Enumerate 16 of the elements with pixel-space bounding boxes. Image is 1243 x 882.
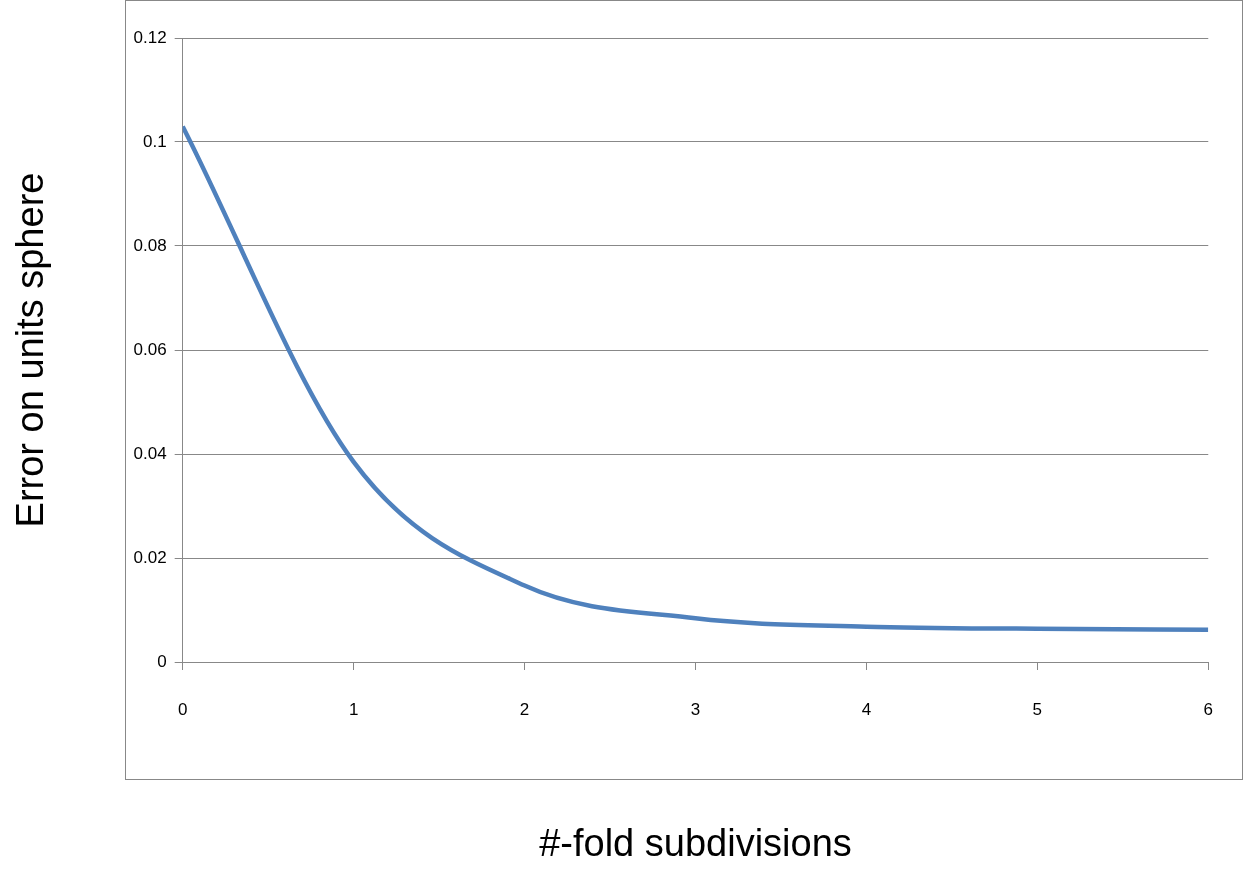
x-axis-title: #-fold subdivisions [539,821,852,864]
x-tick-label: 3 [690,699,701,719]
x-tick-label: 4 [861,699,872,719]
y-tick-label: 0.08 [133,235,167,255]
x-tick-label: 0 [177,699,188,719]
x-tick-label: 6 [1203,699,1214,719]
y-tick-label: 0.06 [133,339,167,359]
y-axis-title: Error on units sphere [9,172,52,528]
y-tick-label: 0.1 [143,131,167,151]
x-tick-label: 1 [348,699,359,719]
x-tick-label: 5 [1032,699,1043,719]
y-tick-label: 0 [157,651,167,671]
y-tick-label: 0.02 [133,547,167,567]
x-tick-label: 2 [519,699,530,719]
y-tick-label: 0.12 [133,27,167,47]
y-tick-label: 0.04 [133,443,167,463]
